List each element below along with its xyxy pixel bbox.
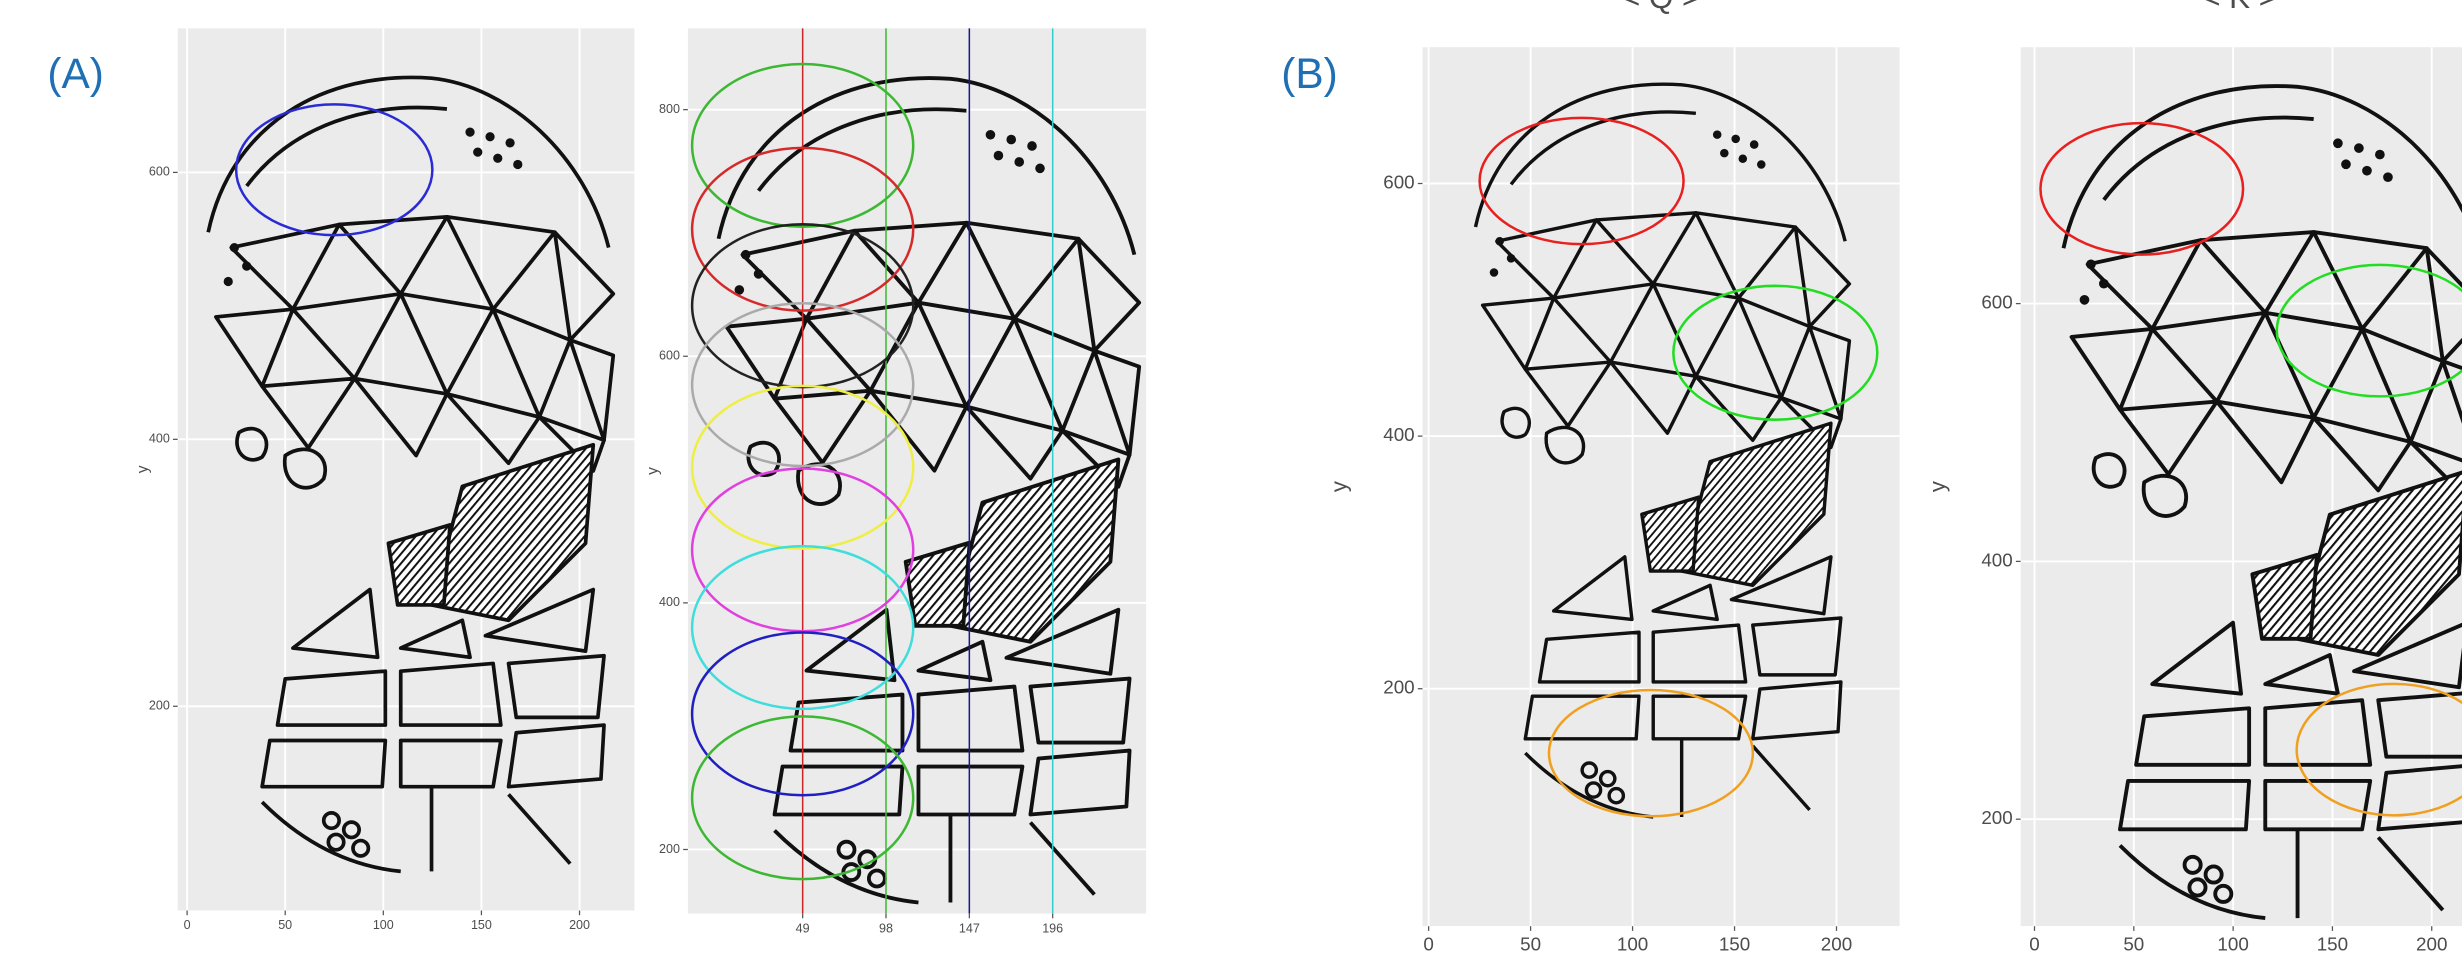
x-tick-label: 50 — [1520, 933, 1541, 954]
x-tick-label: 147 — [959, 921, 980, 935]
x-tick-label: 150 — [1719, 933, 1750, 954]
x-tick-label: 0 — [184, 918, 191, 932]
figure: (A) (B) 200 400 600 0 50 100 150 200 y 200 400 600 8… — [0, 0, 2462, 956]
y-tick-label: 600 — [149, 165, 170, 179]
x-tick-label: 150 — [2317, 933, 2348, 954]
y-tick-label: 200 — [1981, 807, 2012, 828]
chart-title: < Q > — [1622, 0, 1700, 15]
x-tick-label: 50 — [2123, 933, 2144, 954]
x-tick-label: 98 — [879, 921, 893, 935]
y-axis-label: y — [1925, 481, 1950, 492]
panel-label: (A) — [47, 50, 104, 97]
x-tick-label: 100 — [373, 918, 394, 932]
plot-area — [688, 28, 1146, 913]
y-tick-label: 400 — [149, 432, 170, 446]
x-axis-label: x — [1627, 950, 1638, 956]
y-tick-label: 400 — [1981, 549, 2012, 570]
x-tick-label: 0 — [1423, 933, 1433, 954]
x-tick-label: 0 — [2029, 933, 2039, 954]
x-tick-label: 150 — [471, 918, 492, 932]
x-tick-label: 49 — [796, 921, 810, 935]
x-tick-label: 200 — [569, 918, 590, 932]
y-tick-label: 600 — [1383, 171, 1414, 192]
y-axis-label: y — [1327, 481, 1352, 492]
x-tick-label: 196 — [1042, 921, 1063, 935]
y-tick-label: 600 — [659, 349, 680, 363]
y-tick-label: 400 — [1383, 424, 1414, 445]
y-tick-label: 200 — [659, 842, 680, 856]
y-tick-label: 200 — [149, 699, 170, 713]
y-axis-label: y — [134, 465, 151, 473]
chart-title: < K > — [2202, 0, 2277, 15]
plot-area — [2021, 47, 2462, 926]
y-tick-label: 800 — [659, 102, 680, 116]
page: {"panels": [{"label": "(A)"}, {"label": … — [0, 0, 2462, 956]
x-tick-label: 200 — [2416, 933, 2447, 954]
x-axis-label: x — [2277, 950, 2288, 956]
plot-area — [1423, 47, 1900, 926]
panel-label: (B) — [1281, 50, 1338, 97]
y-tick-label: 600 — [1981, 292, 2012, 313]
y-axis-label: y — [644, 467, 661, 475]
plot-area — [178, 28, 635, 910]
x-tick-label: 200 — [1821, 933, 1852, 954]
y-tick-label: 400 — [659, 595, 680, 609]
x-tick-label: 100 — [2217, 933, 2248, 954]
x-tick-label: 50 — [278, 918, 292, 932]
y-tick-label: 200 — [1383, 677, 1414, 698]
